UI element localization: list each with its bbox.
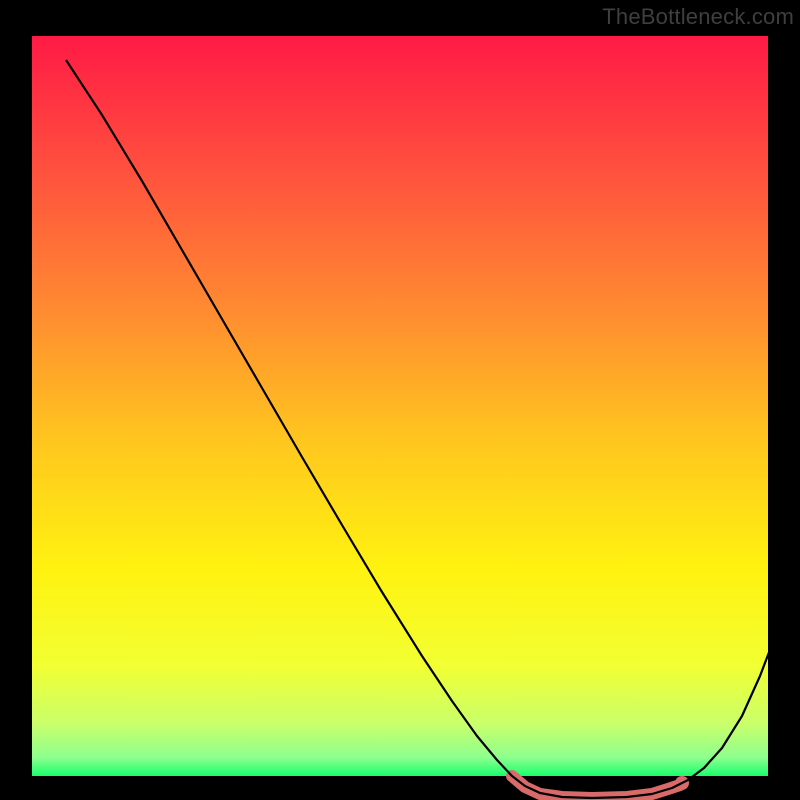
plot-area: [32, 36, 768, 776]
watermark-text: TheBottleneck.com: [602, 4, 794, 30]
chart-container: TheBottleneck.com: [0, 0, 800, 800]
curve-layer: [32, 36, 800, 800]
trough-highlight: [512, 776, 680, 798]
bottleneck-curve: [66, 60, 800, 798]
